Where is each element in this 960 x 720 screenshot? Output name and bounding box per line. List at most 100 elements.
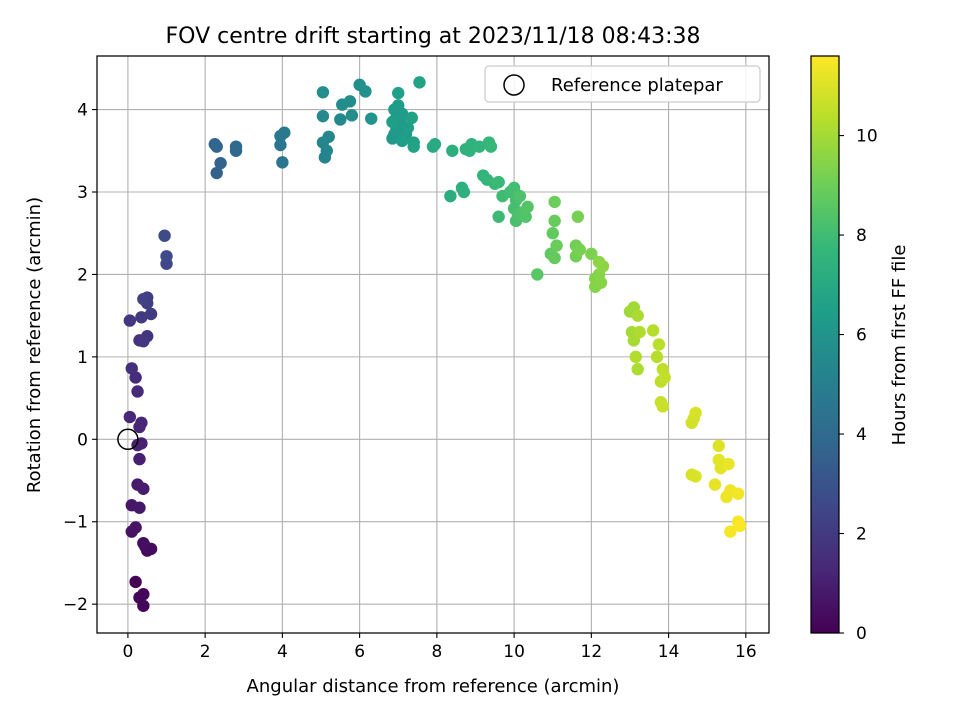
legend-label: Reference platepar	[551, 75, 723, 96]
data-point	[343, 95, 357, 108]
data-point	[278, 126, 291, 139]
data-point	[135, 416, 148, 430]
data-point	[519, 210, 532, 223]
data-point	[548, 195, 561, 209]
data-point	[513, 189, 527, 203]
data-point	[573, 243, 586, 256]
data-point	[531, 268, 544, 281]
data-point	[395, 134, 409, 148]
data-point	[596, 259, 610, 273]
data-point	[492, 175, 505, 189]
data-point	[658, 371, 671, 384]
data-point	[135, 311, 148, 324]
colorbar-tick-label: 4	[856, 425, 867, 445]
data-point	[722, 457, 735, 471]
y-tick-label: −2	[63, 595, 88, 615]
data-point	[123, 410, 137, 424]
data-point	[229, 140, 243, 153]
data-points	[123, 76, 747, 612]
data-point	[550, 239, 563, 252]
data-point	[633, 325, 646, 339]
data-point	[446, 144, 459, 157]
y-tick-label: 2	[77, 265, 88, 285]
colorbar-ticks: 0 2 4 6 8 10	[839, 127, 878, 644]
data-point	[316, 86, 330, 99]
data-point	[428, 137, 442, 151]
data-point	[334, 113, 347, 126]
data-point	[444, 189, 457, 203]
data-point	[646, 324, 660, 337]
reference-platepar-marker	[117, 428, 139, 451]
data-point	[131, 438, 144, 452]
data-point	[133, 501, 146, 514]
plot-frame	[96, 55, 770, 634]
data-point	[401, 121, 415, 134]
x-tick-label: 10	[503, 642, 525, 662]
data-point	[210, 166, 223, 180]
data-point	[276, 156, 289, 169]
y-axis-label: Rotation from reference (arcmin)	[24, 197, 45, 493]
data-point	[316, 109, 330, 123]
colorbar-tick-label: 2	[856, 525, 867, 545]
data-point	[129, 575, 142, 589]
y-tick-label: 0	[77, 430, 88, 450]
data-point	[322, 130, 335, 143]
data-point	[631, 363, 644, 376]
data-point	[214, 156, 227, 170]
colorbar-tick-label: 10	[856, 127, 878, 147]
data-point	[413, 76, 426, 89]
data-point	[731, 487, 745, 500]
x-gridlines	[127, 56, 747, 633]
data-point	[133, 452, 146, 466]
data-point	[144, 307, 158, 321]
x-tick-label: 14	[658, 642, 680, 662]
data-point	[629, 350, 642, 364]
x-tick-label: 12	[581, 642, 603, 662]
data-point	[158, 229, 171, 242]
y-tick-label: 4	[77, 101, 88, 121]
data-point	[365, 112, 378, 125]
data-point	[137, 536, 150, 550]
data-point	[123, 314, 137, 327]
data-point	[386, 115, 399, 129]
legend-reference-icon	[503, 74, 525, 96]
colorbar-gradient	[810, 55, 840, 634]
y-tick-label: 1	[77, 348, 88, 368]
x-tick-label: 8	[431, 642, 442, 662]
data-point	[405, 111, 418, 125]
data-point	[210, 140, 223, 153]
x-axis-ticks: 0 2 4 6 8 10 12 14 16	[122, 633, 757, 662]
y-tick-label: 3	[77, 183, 88, 203]
data-point	[129, 521, 142, 534]
data-point	[392, 86, 405, 100]
data-point	[492, 210, 505, 223]
data-point	[345, 109, 359, 122]
data-point	[571, 210, 585, 223]
data-point	[594, 276, 608, 289]
x-tick-label: 2	[200, 642, 211, 662]
x-tick-label: 4	[277, 642, 288, 662]
legend: Reference platepar	[484, 65, 761, 103]
data-point	[546, 227, 559, 240]
colorbar-tick-label: 8	[856, 226, 867, 246]
data-point	[548, 214, 561, 228]
x-axis-label: Angular distance from reference (arcmin)	[247, 676, 620, 697]
x-tick-label: 0	[122, 642, 133, 662]
data-point	[548, 251, 561, 265]
data-point	[650, 350, 664, 364]
data-point	[392, 99, 405, 112]
data-point	[521, 200, 534, 214]
colorbar: 0 2 4 6 8 10 Hours from first FF file	[810, 55, 910, 644]
data-point	[137, 292, 150, 306]
data-point	[457, 185, 471, 199]
data-point	[724, 525, 737, 538]
y-axis-ticks: −2 −1 0 1 2 3 4	[63, 101, 97, 615]
colorbar-label: Hours from first FF file	[889, 245, 910, 446]
chart-title: FOV centre drift starting at 2023/11/18 …	[166, 24, 701, 49]
data-point	[585, 247, 598, 261]
data-point	[689, 470, 702, 483]
colorbar-tick-label: 0	[856, 624, 867, 644]
data-point	[689, 406, 702, 420]
